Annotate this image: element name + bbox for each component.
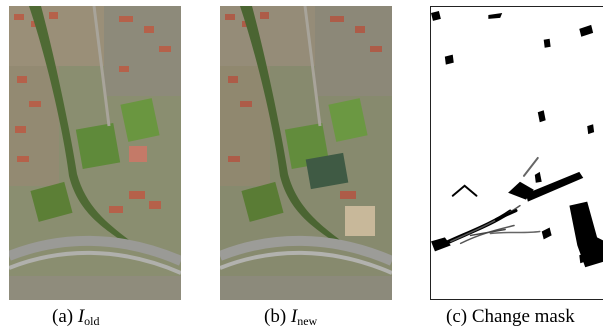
- caption-a-label: (a): [52, 306, 74, 327]
- caption-a-symbol: I: [77, 306, 85, 327]
- caption-a-subscript: old: [84, 314, 100, 328]
- caption-b: (b) Inew: [264, 306, 317, 329]
- caption-c: (c) Change mask: [446, 306, 575, 328]
- caption-a: (a) Iold: [52, 306, 100, 329]
- caption-c-text: Change mask: [471, 306, 575, 327]
- caption-b-subscript: new: [297, 314, 318, 328]
- new-aerial-image: [220, 6, 392, 300]
- caption-b-symbol: I: [290, 306, 298, 327]
- old-aerial-image: [9, 6, 181, 300]
- caption-b-label: (b): [264, 306, 287, 327]
- caption-c-label: (c): [446, 306, 468, 327]
- change-mask-image: [430, 6, 603, 300]
